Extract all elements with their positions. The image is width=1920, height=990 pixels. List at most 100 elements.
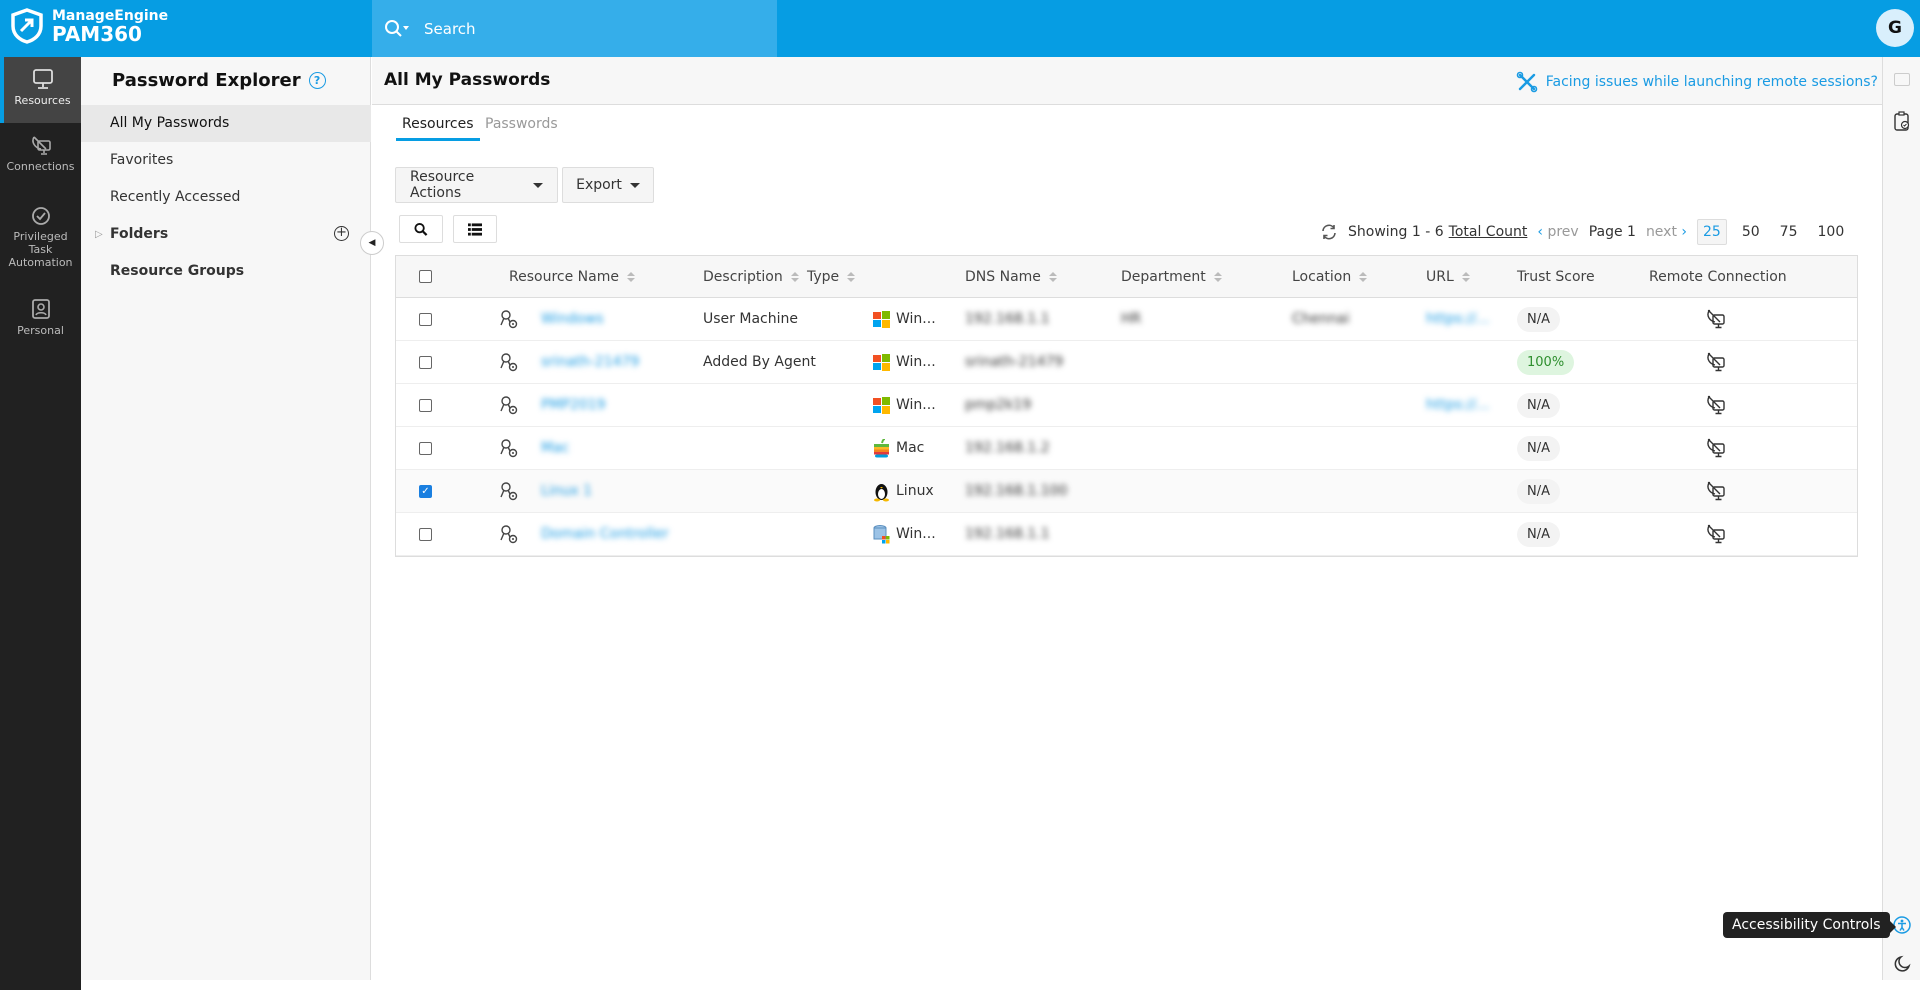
table-row[interactable]: srinath-21479 Added By Agent Win... srinath… (396, 341, 1857, 384)
resource-name-link[interactable]: Linux 1 (541, 483, 593, 499)
row-checkbox[interactable] (419, 355, 432, 369)
resource-type: Win... (896, 526, 936, 542)
remote-session-help-link[interactable]: Facing issues while launching remote ses… (1516, 71, 1878, 93)
trust-score-cell: N/A (1517, 384, 1560, 426)
column-header[interactable]: Resource Name (509, 256, 635, 297)
select-all-checkbox[interactable] (419, 270, 432, 283)
page-size-50[interactable]: 50 (1741, 224, 1760, 240)
sort-icon[interactable] (1213, 271, 1222, 282)
collapse-panel-button[interactable]: ◀ (360, 231, 384, 255)
tab-resources[interactable]: Resources (396, 116, 480, 141)
list-icon (468, 222, 482, 236)
left-nav: Resources Connections Privileged Task Au… (0, 57, 81, 990)
search-input[interactable] (424, 19, 744, 38)
dns-name: 192.168.1.100 (965, 483, 1068, 499)
nav-connections[interactable]: Connections (0, 133, 81, 183)
nav-personal[interactable]: Personal (0, 297, 81, 347)
dark-mode-moon-icon[interactable] (1893, 955, 1911, 973)
resource-actions-button[interactable]: Resource Actions (395, 167, 558, 203)
sort-icon[interactable] (847, 271, 856, 282)
table-search-button[interactable] (399, 215, 443, 243)
avatar[interactable]: G (1876, 9, 1914, 47)
tab-passwords[interactable]: Passwords (485, 116, 558, 132)
page-size-100[interactable]: 100 (1817, 224, 1845, 240)
resource-name-link[interactable]: Mac (541, 440, 570, 456)
sort-icon[interactable] (790, 271, 799, 282)
resource-type: Win... (896, 311, 936, 327)
column-chooser-button[interactable] (453, 215, 497, 243)
brand-top: ManageEngine (52, 7, 169, 24)
password-key-icon[interactable] (499, 513, 519, 555)
resource-name-link[interactable]: Domain Controller (541, 526, 669, 542)
url-link[interactable]: https://... (1426, 397, 1490, 413)
password-key-icon[interactable] (499, 427, 519, 469)
remote-connection-icon[interactable] (1705, 427, 1727, 469)
table-row[interactable]: PMP2019 Win... pmp2k19 https://... N/A (396, 384, 1857, 427)
next-button[interactable]: next › (1646, 224, 1687, 240)
remote-connection-icon[interactable] (1705, 470, 1727, 512)
column-header[interactable]: Type (807, 256, 856, 297)
trust-score-badge: N/A (1517, 478, 1560, 504)
remote-connection-icon[interactable] (1705, 298, 1727, 340)
global-search[interactable] (372, 0, 777, 57)
remote-connection-icon[interactable] (1705, 384, 1727, 426)
total-count-link[interactable]: Total Count (1448, 224, 1528, 240)
accessibility-icon[interactable] (1893, 916, 1911, 934)
url-link[interactable]: https://... (1426, 311, 1490, 327)
column-header[interactable]: Department (1121, 256, 1222, 297)
clipboard-check-icon[interactable] (1893, 111, 1911, 131)
table-row[interactable]: Mac Mac 192.168.1.2 N/A (396, 427, 1857, 470)
nav-privileged-task-automation[interactable]: Privileged Task Automation (0, 203, 81, 283)
password-key-icon[interactable] (499, 384, 519, 426)
explorer-item-folders[interactable]: ▷ Folders + (81, 216, 371, 253)
expand-icon[interactable]: ▷ (95, 229, 103, 240)
sort-icon[interactable] (1048, 271, 1057, 282)
column-header[interactable]: URL (1426, 256, 1470, 297)
nav-label: Privileged (13, 230, 68, 243)
mail-icon[interactable] (1894, 73, 1910, 86)
location: Chennai (1292, 311, 1350, 327)
explorer-item-all-my-passwords[interactable]: All My Passwords (81, 105, 371, 142)
help-icon[interactable]: ? (308, 72, 326, 89)
table-row[interactable]: ✓ Linux 1 Linux 192.168.1.100 N/A (396, 470, 1857, 513)
export-label: Export (576, 177, 622, 193)
remote-connection-icon[interactable] (1705, 513, 1727, 555)
row-checkbox[interactable] (419, 398, 432, 412)
page-size-75[interactable]: 75 (1779, 224, 1798, 240)
column-header-label: Remote Connection (1649, 268, 1787, 285)
password-key-icon[interactable] (499, 470, 519, 512)
column-header-label: Department (1121, 268, 1206, 285)
add-folder-icon[interactable]: + (334, 226, 349, 241)
sort-icon[interactable] (1359, 271, 1368, 282)
search-icon[interactable] (384, 19, 410, 39)
row-checkbox[interactable]: ✓ (419, 484, 432, 498)
sort-icon[interactable] (1461, 271, 1470, 282)
resource-name-link[interactable]: srinath-21479 (541, 354, 640, 370)
password-key-icon[interactable] (499, 341, 519, 383)
export-button[interactable]: Export (562, 167, 654, 203)
explorer-item-resource-groups[interactable]: Resource Groups (110, 263, 245, 279)
password-key-icon[interactable] (499, 298, 519, 340)
resource-name-link[interactable]: Windows (541, 311, 604, 327)
logo[interactable]: ManageEngine PAM360 (10, 8, 168, 44)
remote-connection-icon[interactable] (1705, 341, 1727, 383)
column-header[interactable]: DNS Name (965, 256, 1057, 297)
resource-name-link[interactable]: PMP2019 (541, 397, 606, 413)
row-checkbox[interactable] (419, 441, 432, 455)
nav-label: Automation (8, 256, 73, 269)
table-row[interactable]: Domain Controller Win... 192.168.1.1 N/A (396, 513, 1857, 556)
row-checkbox-cell (419, 513, 432, 555)
row-checkbox[interactable] (419, 527, 432, 541)
explorer-item-recently-accessed[interactable]: Recently Accessed (110, 189, 241, 205)
refresh-icon[interactable] (1320, 223, 1338, 241)
nav-resources[interactable]: Resources (0, 57, 81, 123)
explorer-item-favorites[interactable]: Favorites (110, 152, 174, 168)
sort-icon[interactable] (626, 271, 635, 282)
table-row[interactable]: Windows User Machine Win... 192.168.1.1 HR Ch… (396, 298, 1857, 341)
page-size-25[interactable]: 25 (1697, 219, 1727, 245)
column-header[interactable]: Location (1292, 256, 1368, 297)
column-header[interactable]: Description (703, 256, 799, 297)
department: HR (1121, 311, 1142, 327)
prev-button[interactable]: ‹ prev (1537, 224, 1578, 240)
row-checkbox[interactable] (419, 312, 432, 326)
